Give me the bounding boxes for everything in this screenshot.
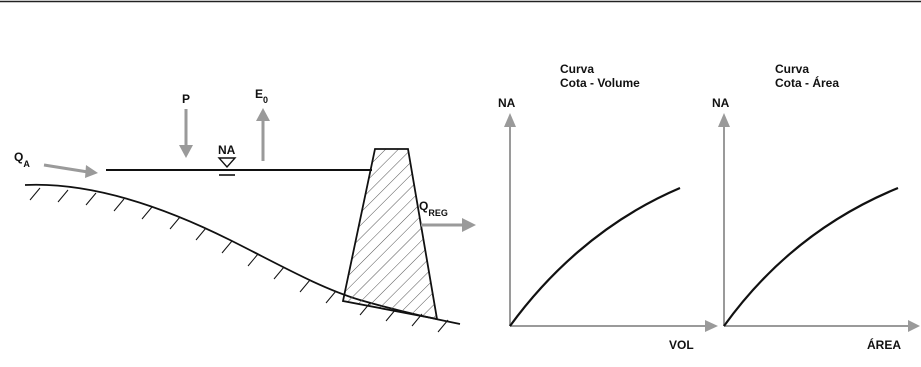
volume-curve	[509, 186, 681, 327]
area-y-axis-label: NA	[712, 96, 730, 110]
evaporation-label: E0	[255, 87, 268, 105]
water-level-symbol	[217, 157, 237, 176]
volume-y-axis-arrowhead	[504, 113, 516, 127]
precipitation-arrow	[179, 109, 193, 158]
volume-curve-chart: Curva Cota - Volume NA VOL	[498, 62, 718, 352]
volume-chart-title-line1: Curva	[560, 62, 594, 76]
volume-x-axis-arrowhead	[705, 320, 718, 332]
reservoir-section: NA QA P E0 QREG	[14, 87, 476, 333]
dam	[341, 148, 439, 321]
evaporation-arrow	[256, 108, 270, 161]
area-chart-title-line2: Cota - Área	[775, 75, 839, 90]
outflow-label: QREG	[419, 199, 448, 218]
volume-chart-title-line2: Cota - Volume	[560, 76, 640, 90]
area-x-axis-arrowhead	[908, 320, 920, 332]
area-y-axis-arrowhead	[718, 113, 730, 127]
area-curve	[723, 186, 899, 327]
area-x-axis-label: ÁREA	[867, 337, 901, 352]
ground-hatching	[29, 187, 449, 333]
outflow-arrow	[421, 218, 476, 232]
precipitation-label: P	[182, 92, 190, 106]
area-curve-chart: Curva Cota - Área NA ÁREA	[712, 62, 920, 352]
water-level-label: NA	[218, 143, 236, 157]
area-chart-title-line1: Curva	[775, 62, 809, 76]
volume-y-axis-label: NA	[498, 96, 516, 110]
inflow-arrow	[43, 163, 98, 178]
inflow-label: QA	[14, 150, 30, 169]
volume-x-axis-label: VOL	[669, 338, 694, 352]
